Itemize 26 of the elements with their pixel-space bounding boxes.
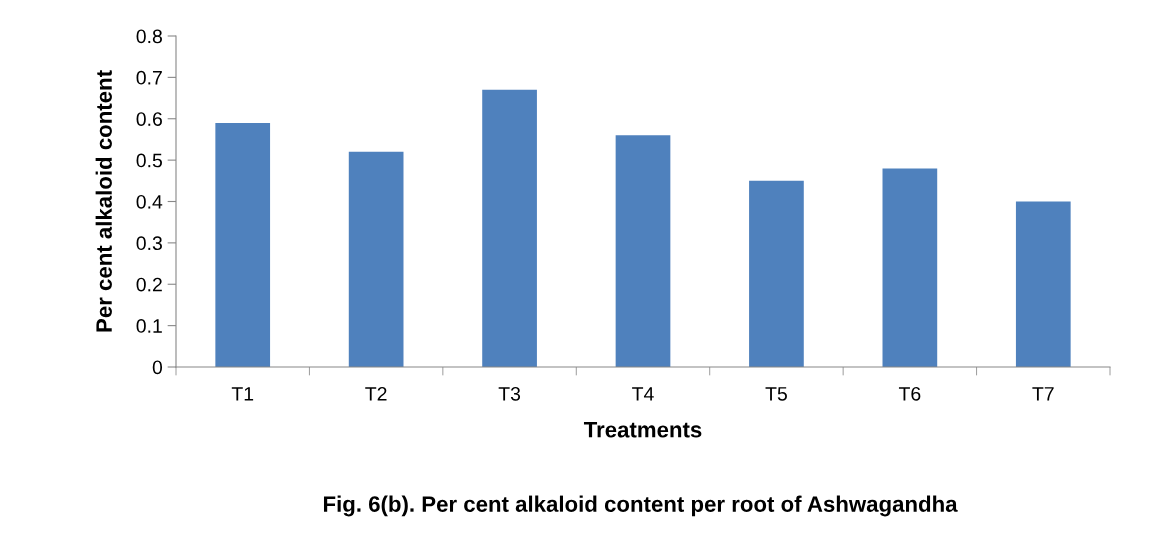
y-tick-label: 0.1 [136, 319, 162, 333]
bar [215, 122, 271, 367]
x-tick-label: T5 [765, 387, 787, 401]
y-tick-label: 0.4 [136, 194, 163, 209]
x-tick-label: T7 [1032, 387, 1054, 401]
bar [749, 180, 804, 367]
bar [615, 135, 671, 367]
x-tick-label: T2 [365, 386, 387, 401]
x-tick-label: T4 [632, 387, 654, 401]
bar [882, 168, 938, 367]
x-tick-label: T1 [231, 387, 254, 401]
x-tick-label: T3 [498, 386, 521, 401]
y-tick-label: 0.8 [136, 29, 162, 44]
bar [482, 89, 537, 367]
y-tick-label: 0.6 [136, 112, 162, 126]
bar [348, 151, 404, 367]
y-tick-label: 0.3 [136, 236, 162, 251]
caption: Fig. 6(b). Per cent alkaloid content per root of Ashwagandha [323, 495, 958, 517]
x-tick-label: T6 [898, 386, 921, 401]
y-tick-label: 0.7 [136, 70, 162, 85]
x-axis-title: Treatments [583, 422, 702, 438]
bar [1015, 201, 1071, 367]
y-tick-label: 0 [152, 360, 163, 375]
y-tick-label: 0.5 [136, 153, 162, 168]
y-axis-title: Per cent alkaloid content [95, 70, 112, 332]
y-tick-label: 0.2 [136, 277, 162, 292]
